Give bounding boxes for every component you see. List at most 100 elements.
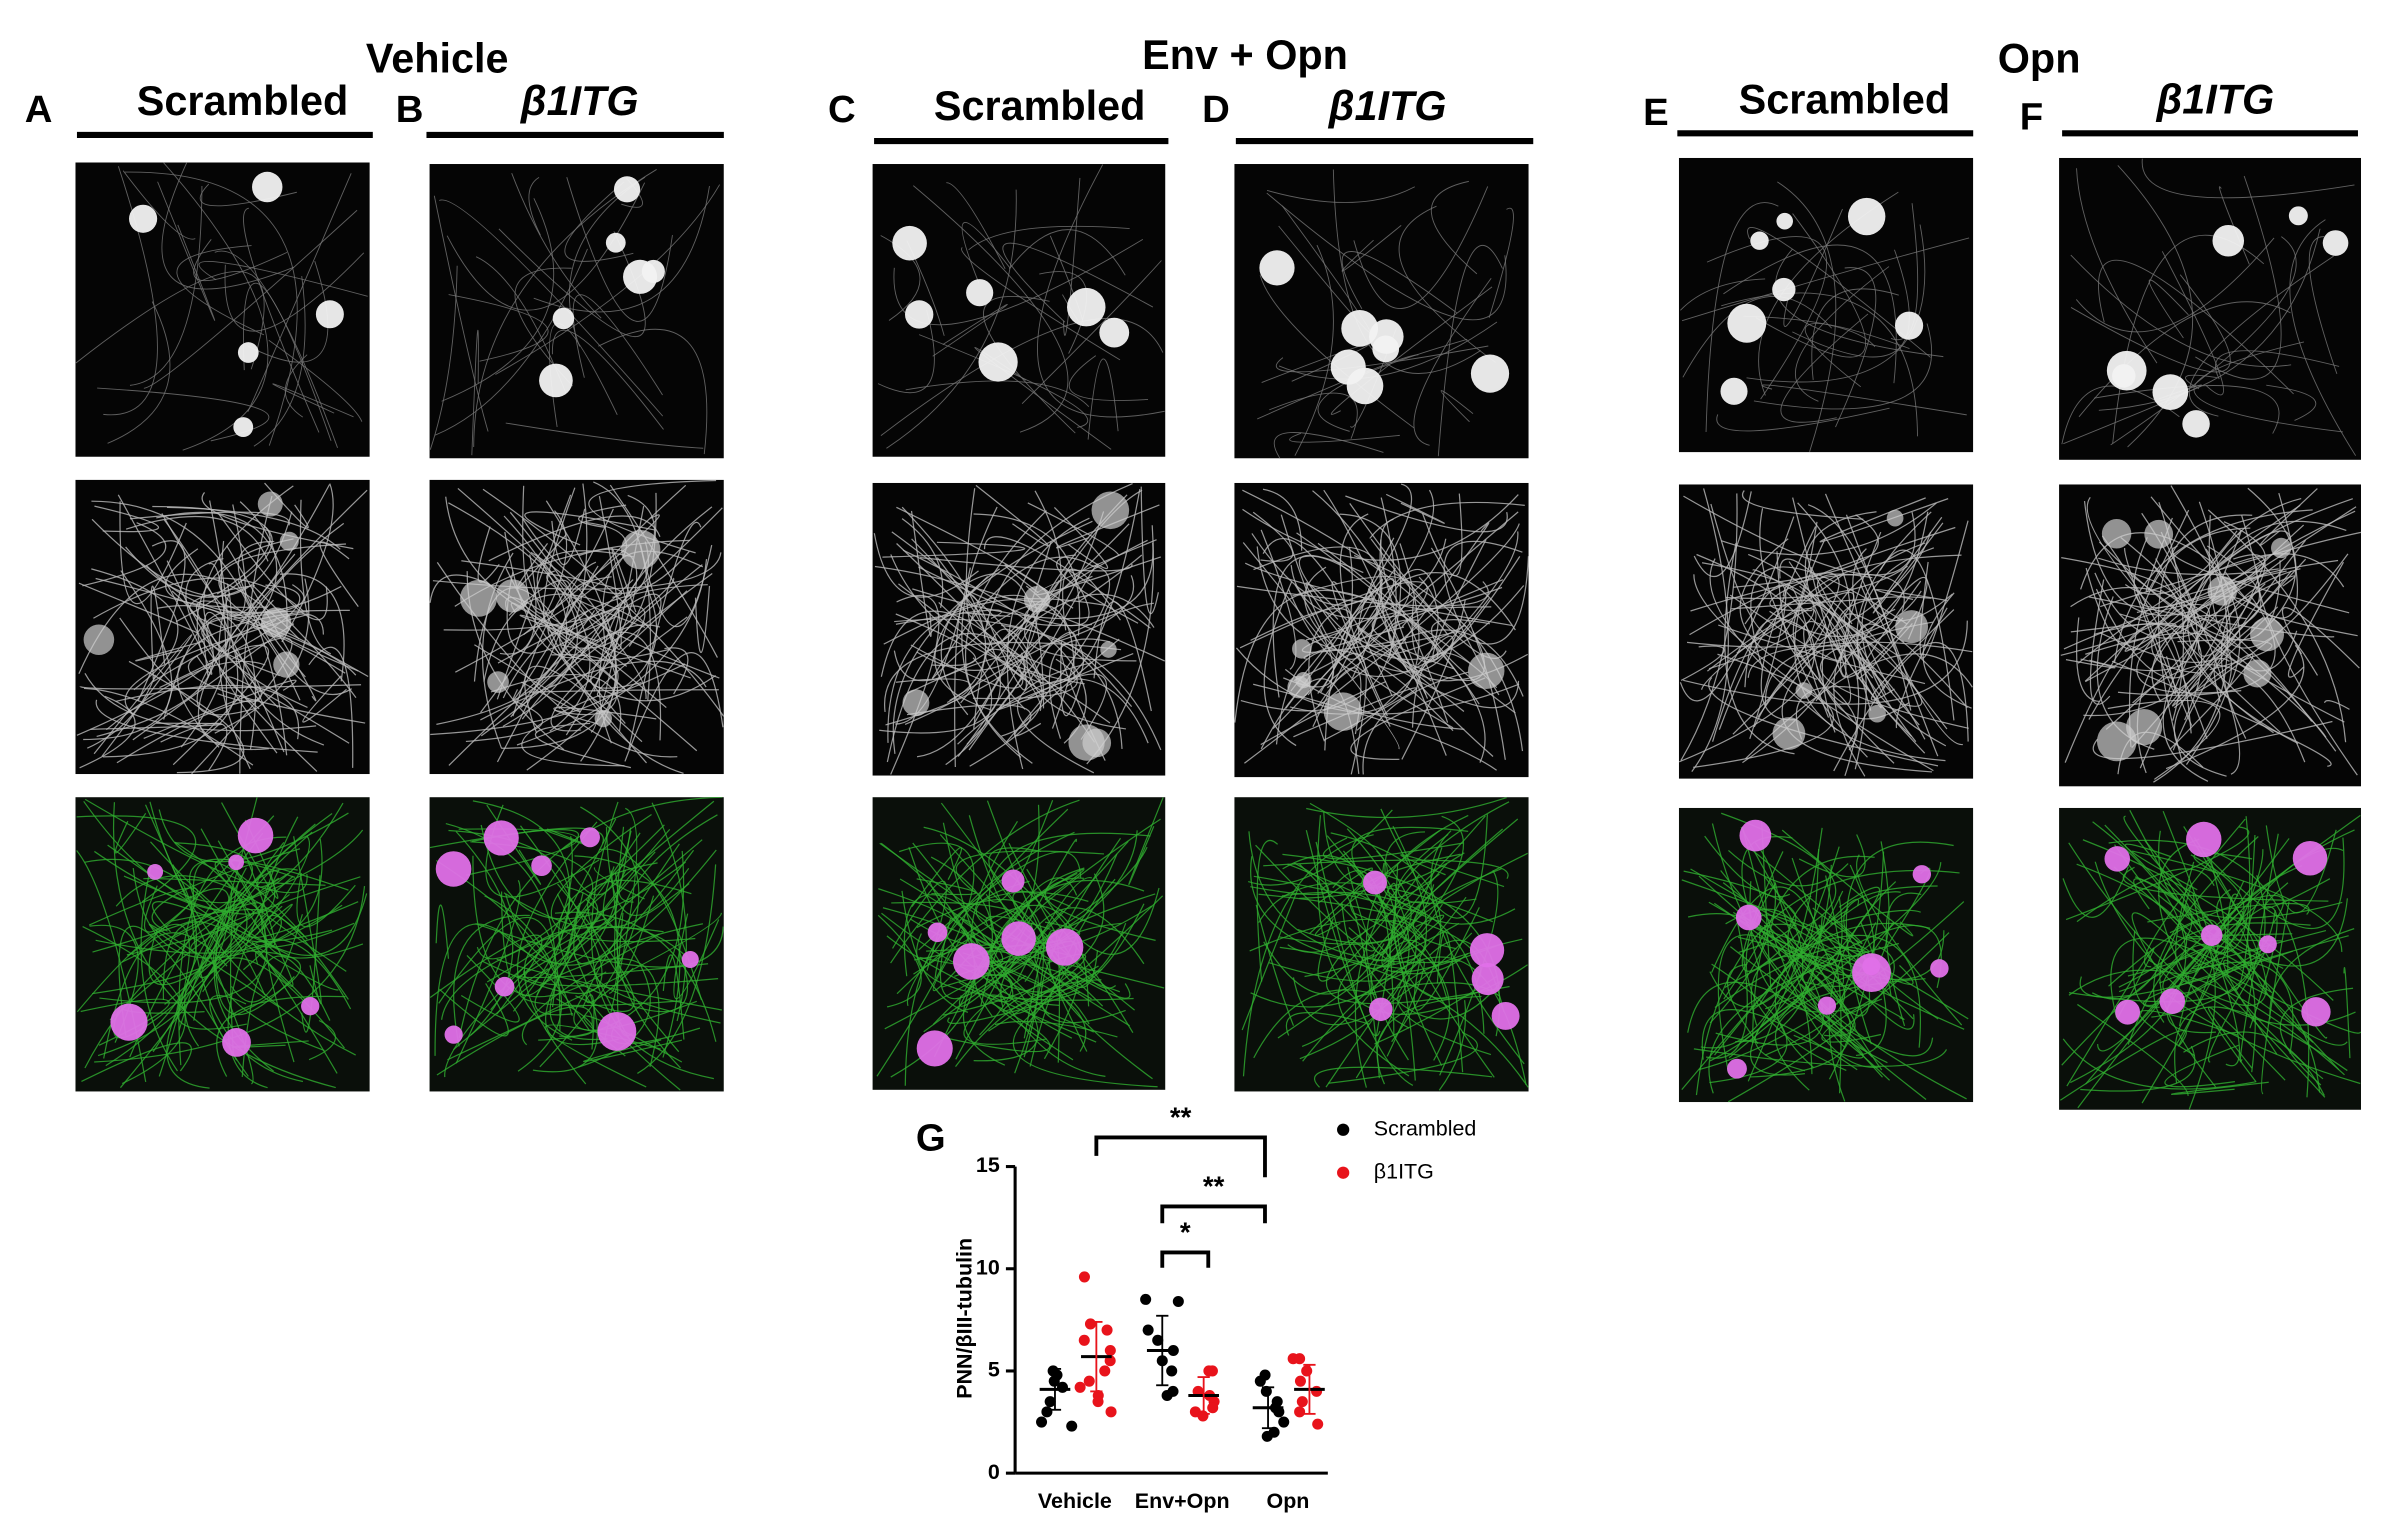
neurite xyxy=(177,610,309,748)
neurite xyxy=(1824,493,1963,746)
neurite xyxy=(1777,181,1837,452)
neurite xyxy=(196,489,368,716)
group-title: Opn xyxy=(1998,35,2081,81)
neurite xyxy=(2118,881,2193,988)
neurite xyxy=(2083,500,2287,616)
micrograph xyxy=(1234,797,1529,1092)
neurite xyxy=(1044,867,1156,941)
neurite xyxy=(955,850,1105,894)
neurite xyxy=(2062,866,2129,918)
cell-body xyxy=(2250,617,2285,652)
cell-body xyxy=(1372,335,1400,363)
neurite xyxy=(890,554,1085,685)
micrograph xyxy=(2059,484,2362,787)
cell-body xyxy=(444,1025,463,1044)
neurite xyxy=(465,699,544,743)
cell-body xyxy=(2212,224,2245,257)
cell-body xyxy=(487,671,509,693)
neurite xyxy=(2062,1038,2257,1090)
data-point xyxy=(1296,1396,1308,1408)
neurite xyxy=(520,631,662,741)
neurite xyxy=(955,838,1078,1060)
cell-body xyxy=(1363,870,1387,895)
neurite xyxy=(482,488,724,717)
neurite xyxy=(1811,288,1899,381)
neurite xyxy=(1140,486,1159,615)
neurite xyxy=(256,835,311,935)
panel-letter: G xyxy=(916,1117,946,1160)
neurite xyxy=(1775,248,1944,358)
neurite xyxy=(1758,914,1969,1020)
neurite xyxy=(2124,506,2357,652)
neurite xyxy=(1710,503,1818,638)
neurite xyxy=(2207,941,2272,1063)
neurite xyxy=(637,864,717,1074)
cell-body xyxy=(2144,519,2174,549)
data-point xyxy=(1161,1389,1173,1401)
panel-letter: A xyxy=(25,88,53,131)
neurite xyxy=(574,855,681,1058)
neurite xyxy=(912,842,1014,1003)
cell-body xyxy=(597,1011,637,1051)
neurite xyxy=(946,182,1006,270)
neurite xyxy=(129,186,203,386)
cell-body xyxy=(1727,303,1767,343)
neurite xyxy=(496,494,572,700)
neurite xyxy=(1421,493,1463,577)
neurite xyxy=(1322,837,1464,860)
cell-body xyxy=(129,204,158,233)
neurite xyxy=(2183,1031,2325,1096)
group-title: Vehicle xyxy=(366,35,509,81)
x-tick-label: Opn xyxy=(1267,1489,1310,1513)
neurite xyxy=(247,260,329,363)
neurite xyxy=(1305,830,1414,1087)
neurite xyxy=(151,848,301,932)
neurite xyxy=(1307,652,1367,775)
neurite xyxy=(149,801,356,1056)
cell-body xyxy=(1895,610,1929,644)
neurite xyxy=(76,815,197,903)
neurite xyxy=(1358,537,1466,656)
neurite xyxy=(172,644,270,766)
panel-label: β1ITG xyxy=(2156,77,2275,123)
neurite xyxy=(81,1042,192,1083)
neurite xyxy=(1393,953,1469,975)
neurite xyxy=(1356,625,1465,712)
cell-body xyxy=(147,863,164,880)
cell-body xyxy=(2258,935,2277,954)
neurite xyxy=(480,824,687,920)
significance-label: ** xyxy=(1170,1101,1192,1132)
micrograph xyxy=(75,162,370,457)
legend-label: Scrambled xyxy=(1374,1116,1477,1140)
neurite xyxy=(611,547,637,620)
neurite xyxy=(1040,837,1126,1024)
neurite xyxy=(518,968,681,1007)
neurite xyxy=(429,934,543,1015)
neurite xyxy=(438,916,561,1032)
neurite xyxy=(2263,878,2331,909)
neurite xyxy=(461,560,623,599)
neurite xyxy=(436,1005,593,1076)
neurite xyxy=(2195,175,2282,380)
data-point xyxy=(1078,1271,1090,1283)
neurite xyxy=(1039,575,1135,648)
neurite xyxy=(148,923,280,1008)
neurite xyxy=(1397,833,1477,904)
cell-body xyxy=(905,300,934,329)
neurite xyxy=(1277,914,1445,1039)
neurite xyxy=(874,565,1166,662)
neurite xyxy=(2260,901,2290,1095)
data-point xyxy=(1092,1396,1104,1408)
neurite xyxy=(1857,623,1968,711)
header-rules xyxy=(76,130,2358,145)
cell-body xyxy=(233,417,254,437)
neurite xyxy=(268,339,363,422)
neurite xyxy=(1272,555,1351,698)
cell-body xyxy=(2115,999,2141,1025)
neurite xyxy=(2151,504,2301,674)
neurite xyxy=(92,829,364,953)
neurite xyxy=(572,294,663,396)
neurite xyxy=(1721,502,1937,556)
neurite xyxy=(75,270,265,370)
neurite xyxy=(988,994,1095,1061)
